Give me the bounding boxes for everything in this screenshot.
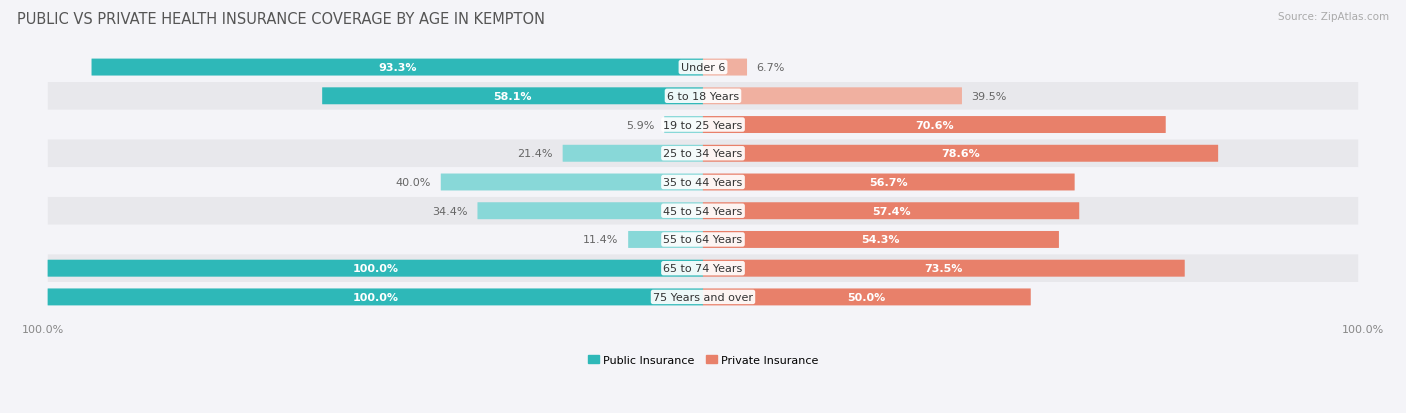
- FancyBboxPatch shape: [91, 59, 703, 76]
- FancyBboxPatch shape: [703, 145, 1218, 162]
- FancyBboxPatch shape: [703, 260, 1185, 277]
- FancyBboxPatch shape: [48, 54, 1358, 82]
- Text: 34.4%: 34.4%: [432, 206, 468, 216]
- Text: 65 to 74 Years: 65 to 74 Years: [664, 263, 742, 273]
- Text: 11.4%: 11.4%: [583, 235, 619, 245]
- Text: 100.0%: 100.0%: [21, 325, 63, 335]
- FancyBboxPatch shape: [478, 203, 703, 220]
- FancyBboxPatch shape: [703, 203, 1080, 220]
- FancyBboxPatch shape: [48, 226, 1358, 254]
- Text: 73.5%: 73.5%: [925, 263, 963, 273]
- Text: 100.0%: 100.0%: [353, 292, 398, 302]
- Text: 57.4%: 57.4%: [872, 206, 910, 216]
- Legend: Public Insurance, Private Insurance: Public Insurance, Private Insurance: [588, 355, 818, 365]
- Text: 78.6%: 78.6%: [941, 149, 980, 159]
- FancyBboxPatch shape: [322, 88, 703, 105]
- Text: 21.4%: 21.4%: [517, 149, 553, 159]
- FancyBboxPatch shape: [703, 231, 1059, 248]
- FancyBboxPatch shape: [703, 289, 1031, 306]
- FancyBboxPatch shape: [703, 88, 962, 105]
- Text: Under 6: Under 6: [681, 63, 725, 73]
- Text: 35 to 44 Years: 35 to 44 Years: [664, 178, 742, 188]
- Text: 75 Years and over: 75 Years and over: [652, 292, 754, 302]
- FancyBboxPatch shape: [48, 283, 1358, 311]
- Text: 39.5%: 39.5%: [972, 92, 1007, 102]
- FancyBboxPatch shape: [562, 145, 703, 162]
- FancyBboxPatch shape: [48, 197, 1358, 225]
- Text: 6.7%: 6.7%: [756, 63, 785, 73]
- FancyBboxPatch shape: [48, 255, 1358, 282]
- Text: 54.3%: 54.3%: [862, 235, 900, 245]
- Text: 93.3%: 93.3%: [378, 63, 416, 73]
- FancyBboxPatch shape: [48, 289, 703, 306]
- Text: 70.6%: 70.6%: [915, 120, 953, 130]
- Text: 55 to 64 Years: 55 to 64 Years: [664, 235, 742, 245]
- FancyBboxPatch shape: [703, 174, 1074, 191]
- Text: 58.1%: 58.1%: [494, 92, 531, 102]
- Text: 45 to 54 Years: 45 to 54 Years: [664, 206, 742, 216]
- FancyBboxPatch shape: [48, 83, 1358, 110]
- Text: 56.7%: 56.7%: [869, 178, 908, 188]
- FancyBboxPatch shape: [664, 117, 703, 134]
- Text: 5.9%: 5.9%: [626, 120, 655, 130]
- FancyBboxPatch shape: [703, 117, 1166, 134]
- FancyBboxPatch shape: [48, 169, 1358, 196]
- FancyBboxPatch shape: [48, 260, 703, 277]
- Text: Source: ZipAtlas.com: Source: ZipAtlas.com: [1278, 12, 1389, 22]
- FancyBboxPatch shape: [48, 140, 1358, 168]
- Text: 6 to 18 Years: 6 to 18 Years: [666, 92, 740, 102]
- FancyBboxPatch shape: [703, 59, 747, 76]
- FancyBboxPatch shape: [628, 231, 703, 248]
- FancyBboxPatch shape: [440, 174, 703, 191]
- Text: 100.0%: 100.0%: [353, 263, 398, 273]
- Text: 100.0%: 100.0%: [1343, 325, 1385, 335]
- Text: PUBLIC VS PRIVATE HEALTH INSURANCE COVERAGE BY AGE IN KEMPTON: PUBLIC VS PRIVATE HEALTH INSURANCE COVER…: [17, 12, 546, 27]
- Text: 40.0%: 40.0%: [395, 178, 432, 188]
- Text: 25 to 34 Years: 25 to 34 Years: [664, 149, 742, 159]
- Text: 50.0%: 50.0%: [848, 292, 886, 302]
- FancyBboxPatch shape: [48, 112, 1358, 139]
- Text: 19 to 25 Years: 19 to 25 Years: [664, 120, 742, 130]
